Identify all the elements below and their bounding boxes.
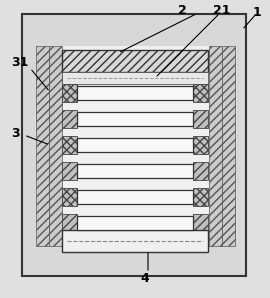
Bar <box>77 138 193 152</box>
Bar <box>62 214 77 232</box>
Bar <box>77 86 193 100</box>
Bar <box>222 46 235 246</box>
Text: 4: 4 <box>141 271 149 285</box>
Bar <box>49 46 62 246</box>
Bar <box>77 112 193 126</box>
Bar <box>36 46 49 246</box>
Bar <box>62 72 208 84</box>
Text: 3: 3 <box>12 126 20 139</box>
Bar <box>62 110 77 128</box>
Text: 31: 31 <box>11 57 29 69</box>
Bar <box>62 188 77 206</box>
Bar <box>62 50 208 72</box>
Bar <box>193 84 208 102</box>
Bar <box>193 214 208 232</box>
Text: 21: 21 <box>213 4 231 16</box>
Bar <box>36 46 234 246</box>
Bar <box>193 136 208 154</box>
Bar <box>62 136 77 154</box>
Bar <box>77 164 193 178</box>
Text: 1: 1 <box>253 5 261 18</box>
Bar <box>62 162 77 180</box>
Bar <box>62 230 208 252</box>
Bar <box>193 188 208 206</box>
Bar <box>62 84 77 102</box>
Bar <box>77 190 193 204</box>
Bar <box>193 110 208 128</box>
Text: 2: 2 <box>178 4 186 16</box>
Bar <box>22 14 246 276</box>
Bar <box>193 162 208 180</box>
Bar <box>77 216 193 230</box>
Bar <box>209 46 222 246</box>
